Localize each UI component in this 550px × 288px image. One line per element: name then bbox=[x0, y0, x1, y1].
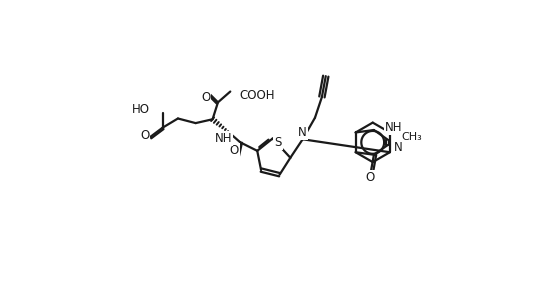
Text: COOH: COOH bbox=[240, 89, 275, 102]
Text: S: S bbox=[274, 136, 282, 149]
Text: NH: NH bbox=[214, 132, 232, 145]
Text: HO: HO bbox=[132, 103, 150, 116]
Text: NH: NH bbox=[384, 121, 402, 134]
Text: O: O bbox=[201, 91, 210, 104]
Text: O: O bbox=[140, 129, 150, 142]
Text: N: N bbox=[298, 126, 307, 139]
Text: N: N bbox=[394, 141, 403, 154]
Text: CH₃: CH₃ bbox=[402, 132, 422, 143]
Text: O: O bbox=[365, 171, 375, 184]
Text: O: O bbox=[229, 143, 239, 157]
